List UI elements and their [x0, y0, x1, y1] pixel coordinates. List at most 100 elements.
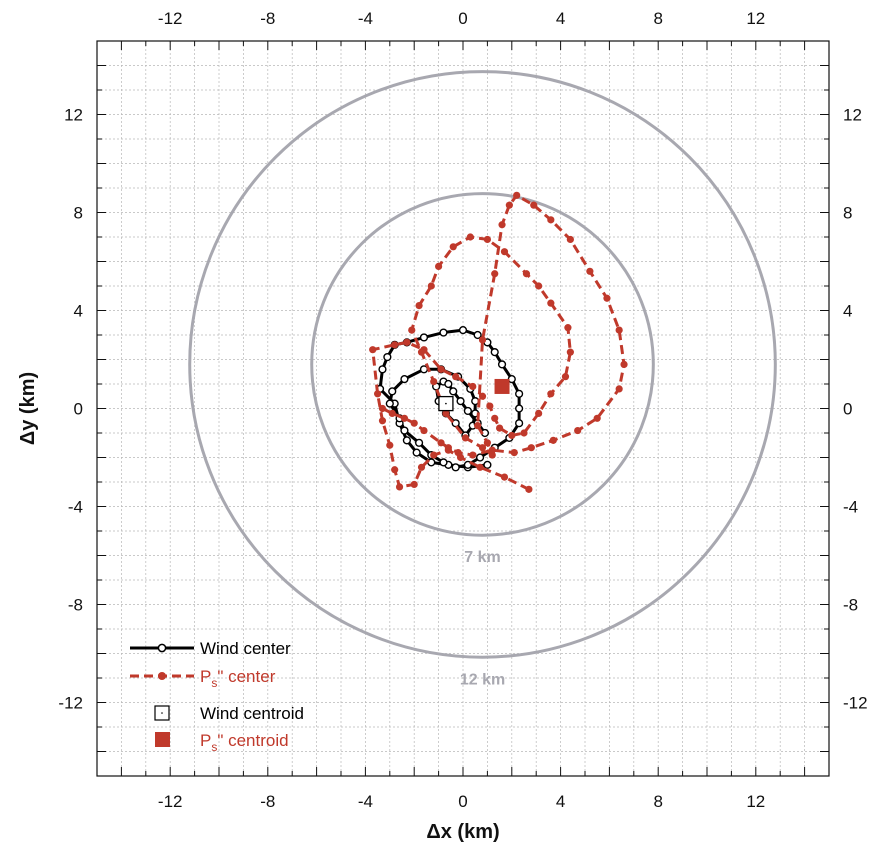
legend-label-wind-centroid: Wind centroid [200, 704, 304, 723]
ps-center-point [417, 348, 426, 356]
ps-center-point [508, 431, 516, 440]
ps-center-point [535, 282, 543, 290]
ps-center-point [564, 324, 572, 332]
wind-center-point [463, 406, 472, 416]
y-tick-label-left: 0 [74, 400, 83, 419]
ps-center-point [491, 414, 499, 422]
x-tick-label-bottom: -4 [358, 792, 373, 811]
y-tick-label-right: 8 [843, 204, 852, 223]
wind-center-point [385, 399, 394, 408]
y-tick-label-left: -12 [58, 694, 83, 713]
ps-center-point [483, 235, 491, 244]
distance-rings: 7 km 12 km [188, 70, 777, 688]
legend-filled-circle-marker [158, 672, 166, 680]
ps-center-point [415, 302, 423, 310]
y-tick-label-right: 4 [843, 302, 852, 321]
ps-center-series [369, 191, 628, 493]
ps-center-point [547, 299, 555, 307]
x-tick-label-top: 8 [653, 9, 662, 28]
ps-center-point [498, 221, 506, 229]
ps-center-point [561, 373, 570, 381]
ps-center-point [530, 201, 538, 209]
wind-center-point [402, 436, 411, 445]
ps-center-point [525, 485, 533, 493]
ps-center-point [388, 409, 396, 417]
y-tick-label-right: 12 [843, 106, 862, 125]
ps-center-point [513, 191, 521, 199]
y-tick-label-right: -8 [843, 596, 858, 615]
ps-center-point [430, 451, 438, 459]
wind-center-point [383, 352, 392, 362]
ps-center-point [395, 483, 404, 491]
ps-center-point [466, 233, 474, 241]
ps-center-point [522, 270, 531, 278]
x-tick-label-top: 0 [458, 9, 467, 28]
tick-labels: -12 -12 -8 -8 -4 -4 0 0 4 4 8 8 12 12 -12 -12 -8 -8 -4 -4 0 0… [58, 9, 867, 811]
y-tick-label-left: 4 [74, 302, 83, 321]
ps-center-point [549, 436, 557, 444]
y-tick-label-right: -4 [843, 498, 858, 517]
wind-center-point [515, 404, 524, 413]
legend-open-circle-marker [157, 643, 167, 653]
x-tick-label-top: 12 [746, 9, 765, 28]
y-tick-label-right: 0 [843, 400, 852, 419]
ps-center-point [374, 390, 382, 398]
ps-center-point [478, 392, 487, 400]
ring-label: 7 km [464, 549, 500, 566]
ps-center-point [449, 243, 457, 251]
ring-label: 12 km [460, 671, 505, 688]
x-tick-label-bottom: 12 [746, 792, 765, 811]
wind-center-point [400, 375, 409, 384]
distance-ring [310, 192, 655, 537]
wind-center-point [414, 438, 424, 447]
ps-centroid-marker [494, 378, 510, 394]
ps-center-point [437, 365, 445, 373]
ps-center-point [500, 248, 509, 256]
ps-center-point [510, 449, 518, 457]
ps-center-point [535, 409, 543, 417]
wind-center-point [449, 387, 458, 396]
ps-center-point [442, 409, 450, 417]
wind-center-point [497, 360, 507, 369]
ps-center-point [378, 404, 387, 413]
y-tick-label-right: -12 [843, 694, 868, 713]
ps-center-point [403, 338, 411, 346]
wind-center-point [456, 397, 465, 406]
ps-center-point [478, 444, 487, 452]
x-tick-label-top: -4 [358, 9, 373, 28]
x-tick-label-top: 4 [556, 9, 565, 28]
ps-center-point [474, 422, 482, 430]
ps-center-point [454, 449, 462, 457]
wind-center-point [475, 453, 485, 462]
ps-center-point [547, 216, 555, 224]
ps-center-point [469, 451, 477, 459]
wind-center-point [451, 463, 460, 472]
wind-center-point [378, 365, 387, 374]
y-tick-label-left: -4 [68, 498, 83, 517]
ps-center-point [410, 480, 418, 489]
legend-label-wind-center: Wind center [200, 639, 291, 658]
ps-center-point [437, 439, 445, 447]
ps-center-point [430, 377, 438, 386]
wind-center-point [439, 328, 448, 337]
wind-center-point [490, 348, 499, 357]
ps-center-point [420, 426, 428, 435]
ps-center-point [410, 419, 418, 427]
ps-center-point [478, 336, 487, 344]
legend-item-wind-centroid: Wind centroid [154, 704, 304, 723]
ps-center-point [505, 201, 513, 209]
ps-center-point [574, 426, 582, 435]
ps-center-point [527, 444, 535, 452]
legend-item-wind-center: Wind center [130, 639, 291, 658]
wind-center-point [419, 333, 429, 342]
wind-center-point [458, 326, 468, 335]
ps-center-point [496, 424, 504, 432]
ps-center-point [593, 414, 601, 422]
x-tick-label-bottom: 8 [653, 792, 662, 811]
ps-center-point [500, 473, 509, 481]
x-tick-label-bottom: 0 [458, 792, 467, 811]
ps-center-point [491, 270, 499, 278]
ps-center-point [566, 348, 574, 356]
ps-center-point [476, 463, 484, 471]
ps-center-point [620, 360, 628, 368]
